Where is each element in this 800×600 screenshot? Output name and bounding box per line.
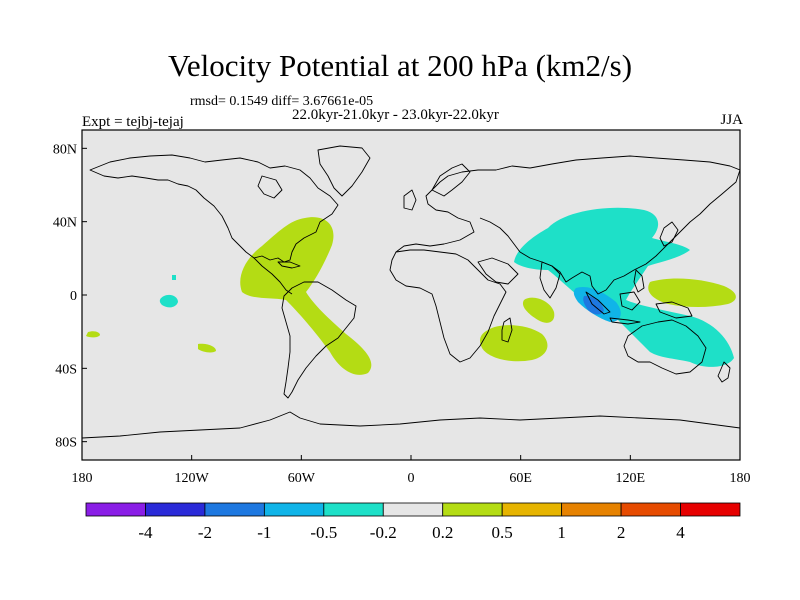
latitude-label: 80S	[55, 436, 77, 451]
coastline-greenland	[317, 145, 371, 197]
colorbar-swatch	[263, 502, 325, 517]
longitude-label: 120W	[175, 471, 210, 486]
longitude-label: 120E	[616, 471, 646, 486]
longitude-label: 180	[72, 471, 93, 486]
colorbar-label: -0.5	[310, 523, 337, 542]
coastline-india	[539, 261, 561, 299]
coastline-south-america	[281, 281, 357, 399]
period-label: 22.0kyr-21.0kyr - 23.0kyr-22.0kyr	[292, 107, 499, 123]
colorbar-label: 4	[676, 523, 685, 542]
latitude-label: 80N	[53, 142, 77, 157]
longitude-label: 60E	[509, 471, 532, 486]
coastline-new-zealand	[717, 361, 731, 383]
coastline-antarctica	[82, 411, 740, 439]
positive-anomaly-americas	[240, 217, 372, 375]
colorbar-label: -2	[198, 523, 212, 542]
positive-anomaly-south-africa	[480, 325, 548, 362]
coastline-philippines	[633, 269, 645, 293]
longitude-label: 180	[730, 471, 751, 486]
colorbar: -4 -2 -1 -0.5 -0.2 0.2 0.5 1 2 4	[85, 502, 741, 542]
coastline-borneo	[619, 291, 641, 311]
coastline-sumatra	[585, 291, 611, 315]
positive-anomaly-south-pacific	[86, 331, 100, 338]
longitude-label: 60W	[288, 471, 316, 486]
colorbar-swatch	[680, 502, 741, 517]
coastline-madagascar	[501, 317, 513, 343]
coastline-africa	[389, 249, 507, 363]
negative-anomaly-hawaii	[172, 275, 176, 280]
colorbar-swatch	[561, 502, 622, 517]
coastline-java	[609, 317, 641, 325]
colorbar-label: 0.5	[492, 523, 513, 542]
latitude-label: 0	[70, 289, 77, 304]
coastline-north-america	[89, 154, 339, 263]
colorbar-swatch	[620, 502, 681, 517]
coastline-arabia	[477, 257, 519, 285]
anomaly-fields	[86, 207, 736, 375]
colorbar-swatch	[323, 502, 384, 517]
colorbar-label: -4	[138, 523, 153, 542]
coastline-japan	[659, 221, 679, 247]
colorbar-swatch	[145, 502, 206, 517]
experiment-label: Expt = tejbj-tejaj	[82, 114, 184, 130]
map-background	[82, 130, 740, 460]
coastline-british-isles	[403, 189, 417, 211]
positive-anomaly-chile	[198, 343, 216, 353]
colorbar-label: 1	[557, 523, 566, 542]
negative-anomaly-asia-indian-ocean	[514, 207, 734, 367]
map-title: Velocity Potential at 200 hPa (km2/s)	[167, 48, 633, 83]
colorbar-swatch	[442, 502, 503, 517]
colorbar-label: -0.2	[370, 523, 397, 542]
coastline-asia	[479, 155, 740, 295]
latitude-labels: 80N 40N 0 40S 80S	[53, 142, 87, 451]
longitude-labels: 180 120W 60W 0 60E 120E 180	[72, 455, 751, 486]
coastline-australia	[623, 319, 707, 375]
positive-anomaly-west-pacific	[648, 278, 736, 307]
colorbar-swatch	[501, 502, 563, 517]
colorbar-label: 0.2	[432, 523, 453, 542]
stats-label: rmsd= 0.1549 diff= 3.67661e-05	[190, 94, 374, 109]
colorbar-label: -1	[257, 523, 271, 542]
coastline-europe	[395, 165, 531, 253]
colorbar-swatch	[85, 502, 146, 517]
coastline-new-guinea	[655, 301, 693, 319]
season-label: JJA	[720, 112, 743, 128]
colorbar-label: 2	[617, 523, 626, 542]
latitude-label: 40N	[53, 216, 77, 231]
coastline-scandinavia	[431, 163, 471, 197]
coastline-hudson-bay	[257, 175, 283, 199]
colorbar-swatch	[382, 502, 444, 517]
latitude-label: 40S	[55, 362, 77, 377]
coastlines	[82, 145, 740, 439]
negative-anomaly-central-pacific	[159, 294, 178, 308]
coastline-central-america	[253, 257, 293, 295]
coastline-cuba	[277, 261, 301, 269]
colorbar-swatch	[204, 502, 265, 517]
positive-anomaly-madagascar	[522, 297, 555, 323]
longitude-label: 0	[408, 471, 415, 486]
